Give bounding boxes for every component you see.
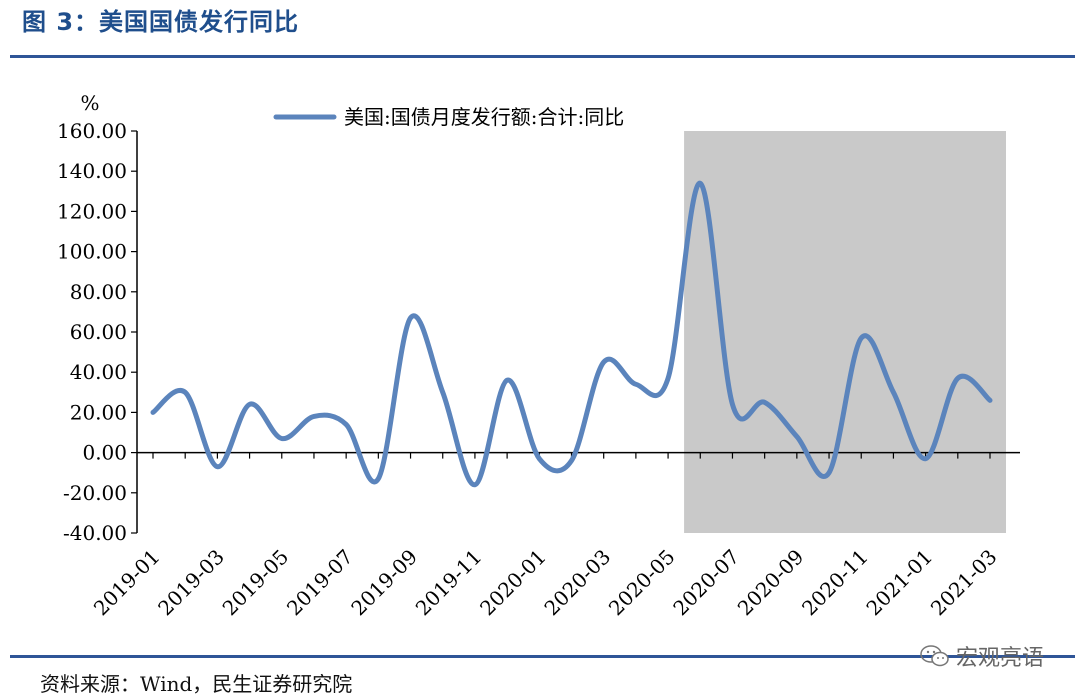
x-tick-label: 2019-05 [218,545,294,621]
wechat-icon [920,645,949,667]
x-tick-label: 2019-11 [411,545,487,621]
y-tick-label: 120.00 [57,199,127,223]
y-tick-label: -40.00 [63,521,127,545]
x-tick-label: 2020-09 [733,545,809,621]
y-tick-label: 0.00 [82,441,127,465]
x-tick-label: 2020-11 [797,545,873,621]
y-unit-label: % [80,91,99,115]
x-tick-label: 2021-01 [861,545,937,621]
x-tick-label: 2019-07 [282,545,358,621]
series-line [150,180,993,488]
x-tick-label: 2020-05 [604,545,680,621]
bottom-rule [10,655,1075,658]
x-tick-label: 2021-03 [926,545,1002,621]
y-tick-label: 80.00 [70,280,127,304]
y-tick-label: -20.00 [63,481,127,505]
y-tick-label: 60.00 [70,320,127,344]
y-tick-label: 20.00 [70,400,127,424]
y-tick-label: 40.00 [70,360,127,384]
y-tick-label: 140.00 [57,159,127,183]
source-note: 资料来源：Wind，民生证券研究院 [40,672,353,696]
x-tick-label: 2019-09 [346,545,422,621]
figure-title: 图 3：美国国债发行同比 [22,8,300,36]
x-tick-label: 2020-03 [539,545,615,621]
shaded-region [684,131,1006,533]
x-tick-label: 2020-07 [668,545,744,621]
watermark-text: 宏观亮语 [955,646,1044,671]
x-tick-label: 2019-01 [89,545,165,621]
legend-label: 美国:国债月度发行额:合计:同比 [344,105,624,129]
y-tick-label: 100.00 [57,240,127,264]
line-chart: 160.00 140.00 120.00 100.00 80.00 60.00 40.00 2… [57,91,1020,621]
x-tick-label: 2020-01 [475,545,551,621]
y-tick-label: 160.00 [57,119,127,143]
x-tick-label: 2019-03 [153,545,229,621]
watermark: 宏观亮语 [920,640,1044,672]
top-rule [10,55,1075,58]
